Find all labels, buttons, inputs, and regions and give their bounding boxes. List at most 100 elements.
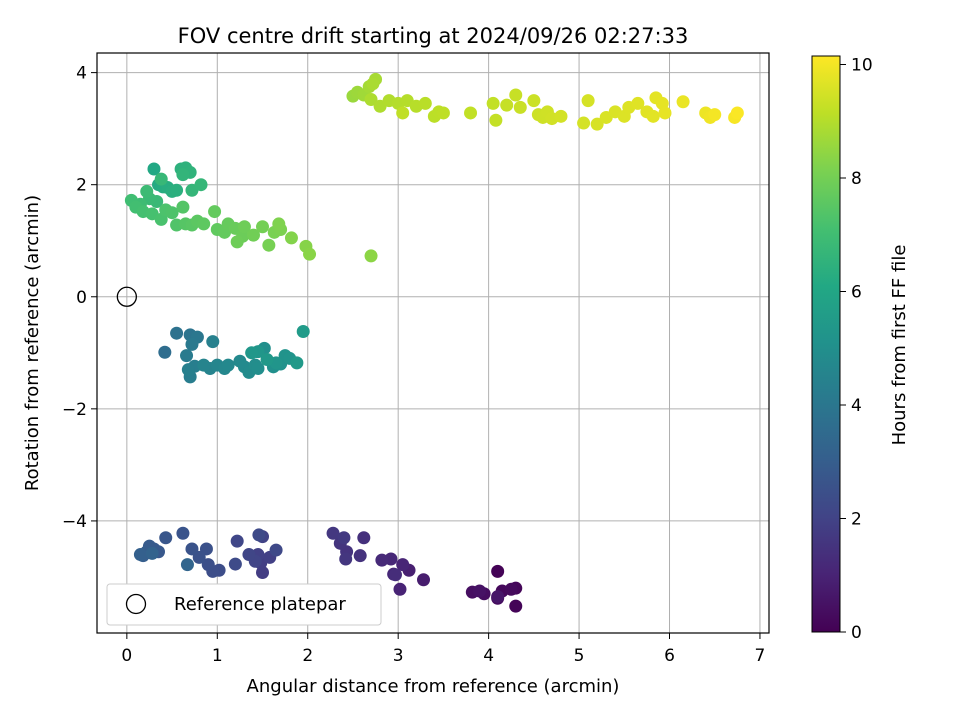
data-point — [364, 93, 378, 107]
data-point — [631, 96, 645, 110]
data-point — [337, 531, 351, 545]
x-tick-label: 6 — [664, 646, 675, 666]
data-point — [260, 353, 274, 367]
data-point — [197, 358, 211, 372]
data-point — [581, 94, 595, 108]
data-point — [326, 526, 340, 540]
data-point — [181, 363, 195, 377]
legend-box — [106, 583, 382, 626]
data-point — [364, 249, 378, 263]
data-point — [486, 96, 500, 110]
y-tick-label: 2 — [76, 176, 87, 196]
data-point — [221, 358, 235, 372]
chart-title: FOV centre drift starting at 2024/09/26 … — [178, 24, 689, 48]
data-point — [353, 549, 367, 563]
data-point — [237, 220, 251, 234]
data-point — [230, 235, 244, 249]
data-point — [489, 113, 503, 127]
data-point — [246, 228, 260, 242]
data-point — [176, 200, 190, 214]
data-point — [228, 557, 242, 571]
data-point — [509, 599, 523, 613]
data-point — [176, 526, 190, 540]
data-point — [509, 88, 523, 102]
data-point — [375, 553, 389, 567]
data-point — [176, 168, 190, 182]
data-point — [272, 217, 286, 231]
data-point — [473, 584, 487, 598]
colorbar-gradient — [811, 55, 841, 633]
colorbar-tick-label: 6 — [851, 283, 862, 303]
data-point — [393, 582, 407, 596]
data-point — [140, 184, 154, 198]
data-point — [180, 349, 194, 363]
data-point — [491, 590, 505, 604]
data-point — [500, 98, 514, 112]
data-point — [251, 361, 265, 375]
data-point — [284, 231, 298, 245]
data-point — [491, 564, 505, 578]
data-point — [554, 109, 568, 123]
data-point — [180, 558, 194, 572]
data-point — [676, 95, 690, 109]
data-point — [418, 96, 432, 110]
data-point — [208, 205, 222, 219]
data-point — [646, 109, 660, 123]
data-point — [357, 531, 371, 545]
data-point — [296, 325, 310, 339]
data-point — [199, 542, 213, 556]
data-point — [185, 542, 199, 556]
x-tick-label: 4 — [483, 646, 494, 666]
y-tick-label: −2 — [62, 400, 87, 420]
colorbar: 0 2 4 6 8 10 Hours from first FF file — [811, 55, 910, 643]
data-point — [658, 106, 672, 120]
colorbar-label: Hours from first FF file — [889, 245, 910, 446]
data-point — [170, 183, 184, 197]
data-point — [527, 94, 541, 108]
data-point — [185, 337, 199, 351]
data-point — [504, 582, 518, 596]
colorbar-tick-label: 8 — [851, 169, 862, 189]
data-point — [577, 116, 591, 130]
data-point — [366, 77, 380, 91]
x-tick-label: 2 — [302, 646, 313, 666]
colorbar-tick-label: 2 — [851, 510, 862, 530]
legend: Reference platepar — [106, 583, 382, 626]
data-point — [262, 238, 276, 252]
data-point — [464, 106, 478, 120]
y-axis: −4 −2 0 2 4 — [62, 64, 97, 532]
reference-platepar-marker — [116, 286, 137, 307]
legend-marker-open-circle — [125, 593, 147, 615]
data-point — [256, 220, 270, 234]
data-point — [388, 568, 402, 582]
data-point — [145, 546, 159, 560]
colorbar-tick-label: 4 — [851, 396, 862, 416]
data-point — [170, 326, 184, 340]
data-point — [708, 108, 722, 122]
colorbar-ticks: 0 2 4 6 8 10 — [840, 56, 873, 643]
data-points — [124, 72, 744, 613]
x-tick-label: 7 — [755, 646, 766, 666]
data-point — [206, 335, 220, 349]
plot-area — [96, 52, 770, 634]
data-point — [197, 217, 211, 231]
data-point — [194, 178, 208, 192]
y-tick-label: 4 — [76, 64, 87, 84]
x-axis-label: Angular distance from reference (arcmin) — [247, 676, 620, 697]
data-point — [513, 100, 527, 114]
data-point — [396, 106, 410, 120]
data-point — [590, 117, 604, 131]
data-point — [165, 206, 179, 220]
data-point — [154, 172, 168, 186]
data-point — [242, 548, 256, 562]
data-point — [159, 531, 173, 545]
colorbar-tick-label: 10 — [851, 56, 873, 76]
data-point — [290, 356, 304, 370]
data-point — [730, 106, 744, 120]
data-point — [339, 552, 353, 566]
data-point — [303, 247, 317, 261]
data-point — [245, 346, 259, 360]
x-tick-label: 1 — [212, 646, 223, 666]
data-point — [192, 550, 206, 564]
